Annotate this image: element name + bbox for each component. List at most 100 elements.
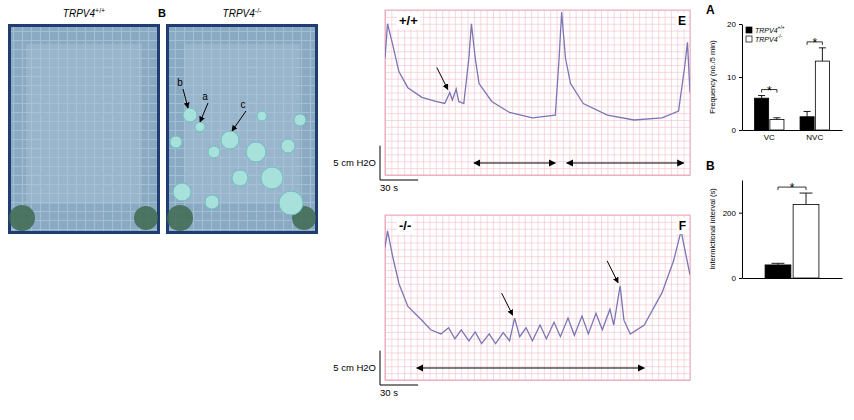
grid-line: [538, 215, 539, 380]
x-tick: [557, 215, 558, 380]
x-tick: [468, 215, 469, 380]
y-tick: [385, 318, 690, 319]
y-axis: 01020: [727, 20, 742, 135]
significance-label: *: [767, 84, 772, 98]
scale-bar-x: [380, 180, 418, 181]
x-tick: [410, 215, 411, 380]
x-tick: [398, 10, 399, 175]
grid-line: [385, 318, 690, 319]
x-axis: [386, 215, 691, 381]
legend: TRPV4+/+TRPV4-/-: [746, 25, 785, 43]
grid-line: [652, 215, 653, 380]
y-tick: [385, 134, 690, 135]
grid-line: [582, 10, 583, 175]
grid-line: [525, 10, 526, 175]
x-axis: [386, 10, 691, 176]
grid-line: [385, 366, 690, 367]
contraction-arrow: [437, 68, 448, 90]
error-bar: [804, 111, 811, 116]
scale-bar-x: [380, 385, 418, 386]
grid-line: [385, 263, 690, 264]
y-tick: [385, 243, 690, 244]
x-tick: [398, 215, 399, 380]
x-tick: [518, 10, 519, 175]
grid-line: [493, 215, 494, 380]
x-tick: [652, 215, 653, 380]
scale-bar-y-label: 5 cm H2O: [333, 362, 376, 373]
x-tick: NVC: [806, 130, 823, 142]
y-tick: [385, 222, 690, 223]
image-center: [26, 44, 142, 204]
plot-frame: [385, 10, 690, 175]
tspan: -/-: [255, 7, 262, 14]
x-tick: [449, 215, 450, 380]
error-cap: [819, 47, 826, 48]
label-patch: [677, 218, 688, 234]
x-tick: [391, 10, 392, 175]
grid-line: [499, 215, 500, 380]
grid-line: [531, 10, 532, 175]
cyst: [183, 108, 197, 122]
x-tick: [499, 215, 500, 380]
grid-line: [646, 215, 647, 380]
x-tick: [601, 10, 602, 175]
y-tick-mark: [739, 130, 742, 131]
tspan: TRPV4: [755, 36, 778, 43]
bar: [800, 117, 814, 130]
y-tick: [385, 24, 690, 25]
grid-line: [601, 10, 602, 175]
grid-line: [487, 10, 488, 175]
image-border: [8, 24, 160, 234]
pointer-arrow: [200, 103, 208, 122]
error-stem: [822, 48, 823, 61]
y-tick: [385, 65, 690, 66]
image-title: TRPV4-/-: [223, 7, 263, 19]
grid-line: [480, 10, 481, 175]
x-tick: [607, 10, 608, 175]
x-tick: [436, 215, 437, 380]
y-tick: [385, 304, 690, 305]
y-tick: [385, 236, 690, 237]
y-tick: [385, 256, 690, 257]
x-tick: [614, 215, 615, 380]
grid-line: [525, 215, 526, 380]
grid-line: [671, 215, 672, 380]
grid-line: [385, 44, 690, 45]
panel-letter: F: [679, 219, 686, 233]
grid-line: [531, 215, 532, 380]
y-axis: [385, 11, 690, 176]
grid-line: [385, 298, 690, 299]
x-tick: [493, 215, 494, 380]
trace-marks: [385, 12, 690, 163]
y-tick: [385, 106, 690, 107]
grid-line: [493, 10, 494, 175]
grid-line: [538, 10, 539, 175]
legend-label: TRPV4+/+: [755, 25, 785, 34]
x-tick: [601, 215, 602, 380]
bar-marks: [755, 48, 830, 130]
x-tick: [525, 10, 526, 175]
grid-line: [449, 215, 450, 380]
pointer-arrow: [232, 111, 246, 131]
x-tick: [544, 10, 545, 175]
y-axis-title: Intermictional interval (s): [708, 188, 717, 270]
y-tick: 200: [723, 209, 742, 218]
y-tick: [385, 339, 690, 340]
tspan: TRPV4: [223, 8, 256, 19]
x-tick: [626, 10, 627, 175]
grid-line: [385, 249, 690, 250]
x-tick: [677, 215, 678, 380]
x-tick: [639, 215, 640, 380]
image-center: [184, 44, 300, 204]
interval-arrow: [417, 367, 644, 368]
grid-line: [639, 10, 640, 175]
cyst: [208, 146, 220, 158]
y-tick: [385, 263, 690, 264]
panel-letter: A: [706, 3, 715, 17]
significance-label: *: [790, 181, 795, 195]
x-tick: [550, 215, 551, 380]
y-tick: [385, 161, 690, 162]
x-axis-line: [743, 278, 843, 279]
y-tick: [385, 113, 690, 114]
pressure-trace: [385, 231, 690, 344]
